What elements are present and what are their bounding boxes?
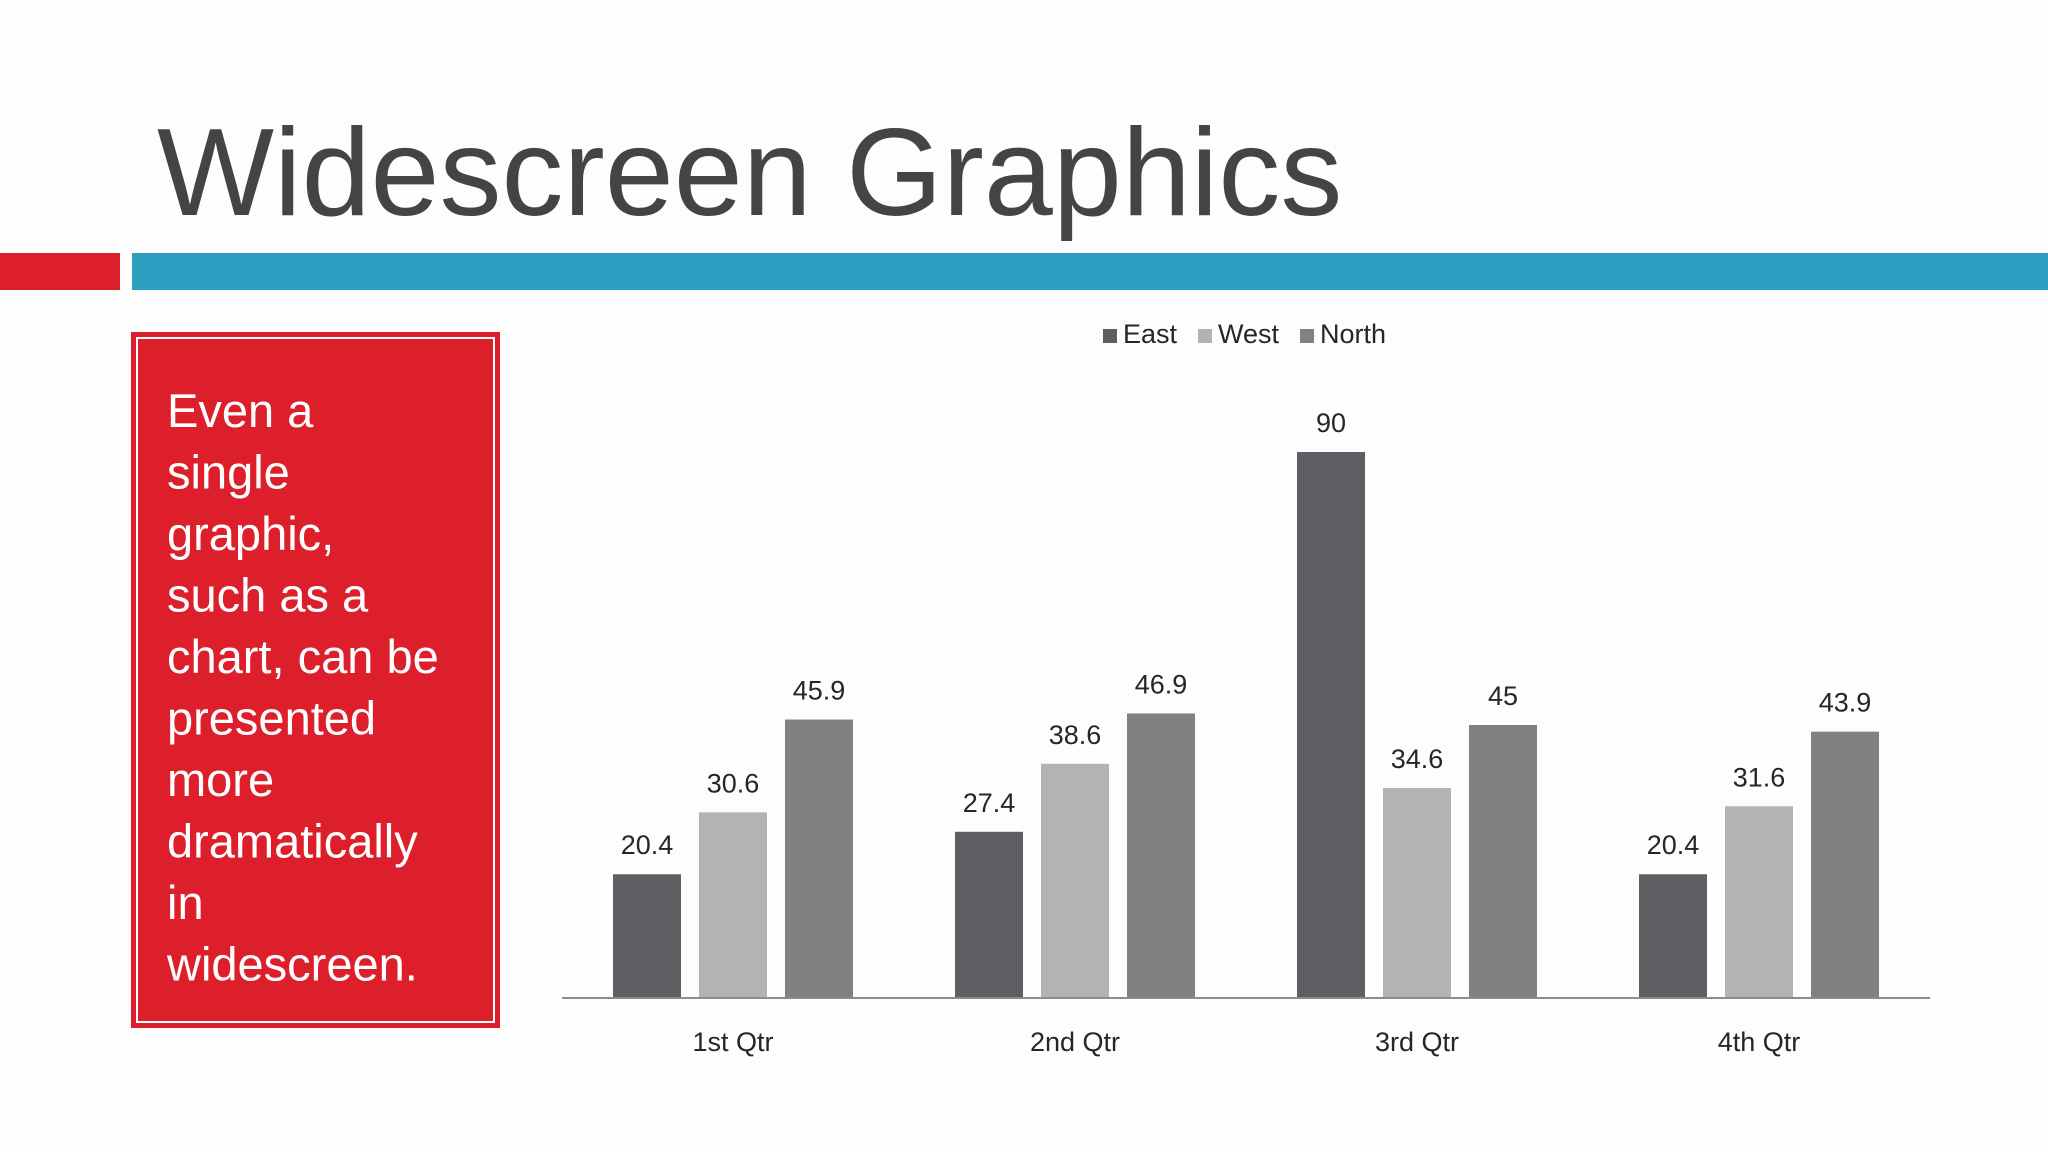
callout-line: Even a <box>167 384 314 437</box>
bar <box>785 719 853 998</box>
data-label: 38.6 <box>1049 720 1102 750</box>
data-label: 46.9 <box>1135 669 1188 699</box>
bar <box>1127 713 1195 998</box>
data-label: 30.6 <box>707 768 760 798</box>
data-label: 43.9 <box>1819 688 1872 718</box>
bar <box>1469 725 1537 998</box>
x-tick-label: 2nd Qtr <box>1030 1027 1120 1057</box>
callout-line: dramatically <box>167 815 418 868</box>
x-tick-label: 1st Qtr <box>692 1027 773 1057</box>
bar <box>1297 452 1365 998</box>
data-label: 45 <box>1488 681 1518 711</box>
slide-title: Widescreen Graphics <box>157 104 1342 242</box>
bar <box>1383 788 1451 998</box>
callout-text: Even a single graphic, such as a chart, can … <box>166 384 439 991</box>
x-tick-label: 4th Qtr <box>1718 1027 1801 1057</box>
bar <box>699 812 767 998</box>
callout-box <box>131 332 500 1028</box>
bar <box>1811 731 1879 998</box>
callout-line: chart, can be <box>167 630 439 683</box>
chart: East West North 20.4 30.6 45.9 1st Qtr 27.4 38.6… <box>562 319 1930 1057</box>
legend-swatch <box>1103 329 1117 343</box>
callout-line: graphic, <box>167 507 334 560</box>
data-label: 27.4 <box>963 788 1016 818</box>
legend-swatch <box>1300 329 1315 343</box>
bar <box>1639 874 1707 998</box>
bar <box>613 874 681 998</box>
callout-line: in <box>167 876 204 929</box>
callout-line: presented <box>167 692 376 745</box>
data-label: 20.4 <box>621 830 674 860</box>
callout-line: such as a <box>167 569 369 622</box>
legend-label: North <box>1320 319 1386 349</box>
data-label: 45.9 <box>793 676 846 706</box>
accent-bar-blue <box>132 253 2048 290</box>
callout-line: single <box>167 446 290 499</box>
accent-bar-red <box>0 253 120 290</box>
bar <box>955 831 1023 998</box>
data-label: 20.4 <box>1647 830 1700 860</box>
legend-swatch <box>1198 329 1213 343</box>
callout-line: more <box>167 753 274 806</box>
bar <box>1725 806 1793 998</box>
callout-line: widescreen. <box>166 938 418 991</box>
data-label: 90 <box>1316 408 1346 438</box>
data-label: 31.6 <box>1733 762 1786 792</box>
bar <box>1041 763 1109 998</box>
callout-border <box>136 337 495 1023</box>
x-tick-label: 3rd Qtr <box>1375 1027 1459 1057</box>
legend-label: East <box>1123 319 1178 349</box>
data-label: 34.6 <box>1391 744 1444 774</box>
legend-label: West <box>1218 319 1280 349</box>
